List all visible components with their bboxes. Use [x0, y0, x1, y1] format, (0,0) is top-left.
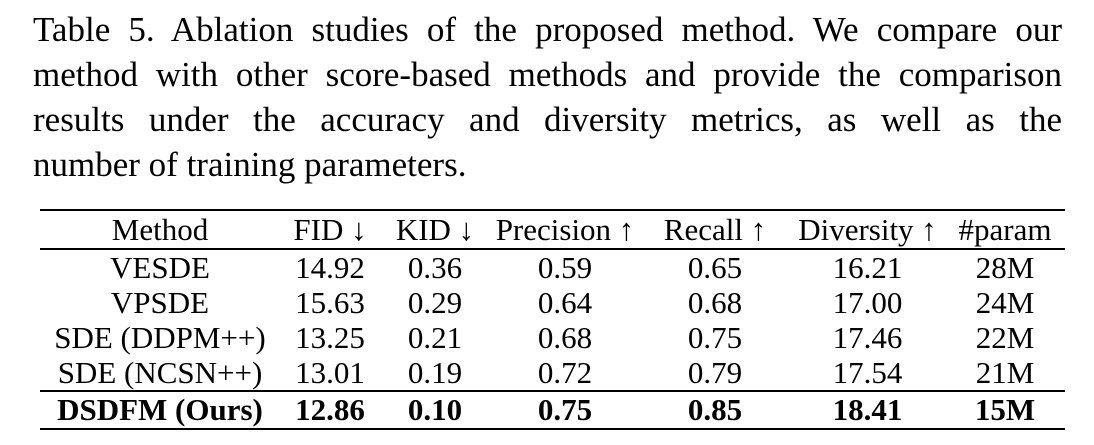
param-cell: 24M [975, 285, 1035, 320]
caption-line-2: method with other score-based methods an… [33, 55, 1062, 94]
caption-line-3: results under the accuracy and diversity… [33, 100, 1062, 139]
method-cell: VPSDE [110, 285, 210, 320]
column-header-method: Method [40, 210, 280, 250]
param-cell: 22M [975, 320, 1035, 355]
recall-cell: 0.68 [687, 285, 743, 320]
kid-cell: 0.19 [407, 355, 463, 390]
fid-cell: 14.92 [295, 250, 365, 285]
column-header-param: #param [945, 210, 1065, 250]
diversity-cell: 16.21 [832, 250, 903, 285]
column-header-diversity: Diversity ↑ [790, 210, 945, 250]
kid-cell: 0.10 [407, 392, 463, 427]
kid-cell: 0.21 [407, 320, 463, 355]
table-row-dsdfm-ours: DSDFM (Ours) 12.86 0.10 0.75 0.85 18.41 … [40, 391, 1065, 429]
caption-line-1: Table 5. Ablation studies of the propose… [33, 10, 1062, 49]
table-row-sde-ncsn: SDE (NCSN++) 13.01 0.19 0.72 0.79 17.54 … [40, 355, 1065, 391]
diversity-cell: 17.00 [832, 285, 903, 320]
table-caption: Table 5. Ablation studies of the propose… [33, 7, 1062, 187]
diversity-cell: 18.41 [832, 392, 903, 427]
fid-cell: 13.25 [295, 320, 365, 355]
fid-cell: 15.63 [295, 285, 365, 320]
method-cell: SDE (NCSN++) [57, 355, 263, 390]
param-cell: 15M [974, 392, 1036, 427]
fid-cell: 13.01 [295, 355, 365, 390]
recall-cell: 0.85 [687, 392, 743, 427]
precision-cell: 0.64 [537, 285, 593, 320]
table-row-vpsde: VPSDE 15.63 0.29 0.64 0.68 17.00 24M [40, 285, 1065, 320]
precision-cell: 0.72 [537, 355, 593, 390]
column-header-kid: KID ↓ [380, 210, 490, 250]
column-header-precision: Precision ↑ [490, 210, 640, 250]
header-row: Method FID ↓ KID ↓ Precision ↑ Recall ↑ … [40, 210, 1065, 250]
kid-cell: 0.29 [407, 285, 463, 320]
column-header-recall: Recall ↑ [640, 210, 790, 250]
recall-cell: 0.75 [687, 320, 743, 355]
method-cell: SDE (DDPM++) [54, 320, 266, 355]
table-row-sde-ddpm: SDE (DDPM++) 13.25 0.21 0.68 0.75 17.46 … [40, 320, 1065, 355]
param-cell: 28M [975, 250, 1035, 285]
column-header-fid: FID ↓ [280, 210, 380, 250]
precision-cell: 0.75 [537, 392, 593, 427]
ablation-results-table: Method FID ↓ KID ↓ Precision ↑ Recall ↑ … [40, 209, 1065, 430]
recall-cell: 0.79 [687, 355, 743, 390]
table-row-vesde: VESDE 14.92 0.36 0.59 0.65 16.21 28M [40, 249, 1065, 285]
precision-cell: 0.59 [537, 250, 593, 285]
precision-cell: 0.68 [537, 320, 593, 355]
fid-cell: 12.86 [295, 392, 365, 427]
caption-line-4: number of training parameters. [33, 145, 467, 184]
method-cell: VESDE [110, 250, 210, 285]
diversity-cell: 17.46 [832, 320, 903, 355]
kid-cell: 0.36 [407, 250, 463, 285]
param-cell: 21M [975, 355, 1035, 390]
diversity-cell: 17.54 [832, 355, 903, 390]
recall-cell: 0.65 [687, 250, 743, 285]
method-cell: DSDFM (Ours) [57, 392, 263, 427]
